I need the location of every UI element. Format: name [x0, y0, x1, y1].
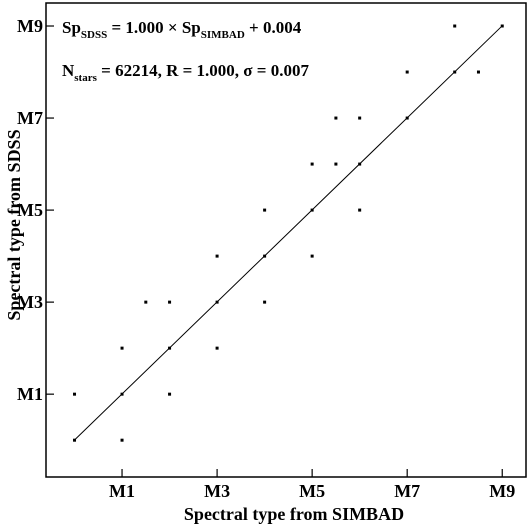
- data-point: [120, 392, 124, 396]
- data-point: [358, 116, 362, 120]
- data-point: [358, 162, 362, 166]
- y-tick-label: M5: [17, 200, 43, 220]
- data-point: [453, 24, 457, 28]
- data-points: [73, 24, 504, 442]
- data-point: [215, 254, 219, 258]
- fit-line-group: [74, 25, 503, 441]
- data-point: [334, 116, 338, 120]
- x-axis-label: Spectral type from SIMBAD: [184, 504, 404, 524]
- data-point: [358, 208, 362, 212]
- data-point: [263, 300, 267, 304]
- fit-equation: SpSDSS = 1.000 × SpSIMBAD + 0.004: [62, 18, 302, 41]
- data-point: [168, 346, 172, 350]
- data-point: [120, 346, 124, 350]
- data-point: [310, 162, 314, 166]
- y-tick-label: M7: [17, 108, 43, 128]
- data-point: [405, 116, 409, 120]
- x-tick-label: M3: [204, 481, 230, 501]
- x-tick-label: M9: [489, 481, 515, 501]
- x-tick-label: M7: [394, 481, 420, 501]
- fit-statistics: Nstars = 62214, R = 1.000, σ = 0.007: [62, 61, 309, 84]
- y-tick-label: M1: [17, 384, 43, 404]
- fit-line: [74, 25, 503, 441]
- x-tick-label: M5: [299, 481, 325, 501]
- data-point: [334, 162, 338, 166]
- y-tick-label: M3: [17, 292, 43, 312]
- data-point: [144, 300, 148, 304]
- data-point: [73, 438, 77, 442]
- x-tick-label: M1: [109, 481, 135, 501]
- data-point: [310, 254, 314, 258]
- data-point: [215, 300, 219, 304]
- data-point: [168, 300, 172, 304]
- data-point: [73, 392, 77, 396]
- data-point: [453, 70, 457, 74]
- y-axis-label: Spectral type from SDSS: [4, 129, 24, 320]
- data-point: [263, 208, 267, 212]
- plot-frame: [45, 2, 527, 478]
- data-point: [263, 254, 267, 258]
- data-point: [168, 392, 172, 396]
- data-point: [215, 346, 219, 350]
- axis-ticks: M1 M3 M5 M7 M9 M1 M3 M5 M7 M9: [17, 16, 515, 501]
- data-point: [500, 24, 504, 28]
- data-point: [476, 70, 480, 74]
- data-point: [310, 208, 314, 212]
- data-point: [405, 70, 409, 74]
- y-tick-label: M9: [17, 16, 43, 36]
- data-point: [120, 438, 124, 442]
